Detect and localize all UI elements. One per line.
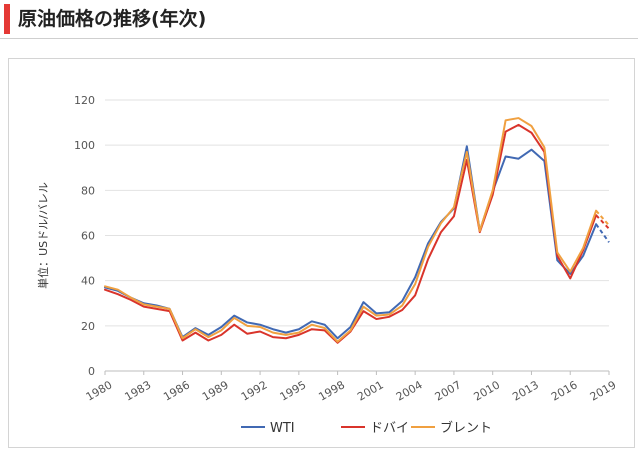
x-tick-label: 2010 <box>471 378 502 403</box>
x-tick-label: 1980 <box>84 378 115 403</box>
series-line-1 <box>104 123 598 344</box>
x-tick-label: 2019 <box>588 378 619 403</box>
heading-accent-bar <box>4 4 10 34</box>
series-line-0 <box>104 145 598 340</box>
y-axis-label: 単位：USドル/バレル <box>36 182 50 289</box>
x-tick-label: 1998 <box>316 378 347 403</box>
x-axis-tick-labels: 1980 1983 1986 1989 1992 1995 1998 2001 2004 2007… <box>84 371 619 404</box>
heading-divider <box>0 38 638 39</box>
legend-label: ブレント <box>440 420 492 436</box>
x-tick-label: 1983 <box>123 378 154 403</box>
y-tick-label: 60 <box>81 230 95 243</box>
x-tick-label: 1989 <box>200 378 231 403</box>
crude-oil-price-line-chart: 0 20 40 60 80 100 120 1980 1983 1986 1989 1992 1995… <box>36 94 619 436</box>
page-heading: 原油価格の推移(年次) <box>0 0 638 40</box>
y-tick-label: 40 <box>81 275 95 288</box>
x-tick-label: 2013 <box>510 378 541 403</box>
series-lines <box>104 117 610 344</box>
x-tick-label: 1995 <box>278 378 309 403</box>
series-forecast-line-2 <box>595 209 610 226</box>
y-axis-tick-labels: 0 20 40 60 80 100 120 <box>74 94 95 378</box>
y-tick-label: 120 <box>74 94 95 107</box>
x-tick-label: 2004 <box>394 378 425 403</box>
x-tick-label: 2007 <box>433 378 464 403</box>
grid-lines <box>105 99 609 372</box>
y-tick-label: 0 <box>88 365 95 378</box>
chart-legend: WTI ドバイ ブレント <box>241 420 492 436</box>
chart-frame: 0 20 40 60 80 100 120 1980 1983 1986 1989 1992 1995… <box>8 58 635 448</box>
y-tick-label: 80 <box>81 184 95 197</box>
series-line-2 <box>104 117 598 343</box>
y-tick-label: 100 <box>74 139 95 152</box>
page-title: 原油価格の推移(年次) <box>18 8 207 30</box>
legend-label: ドバイ <box>370 421 409 436</box>
legend-label: WTI <box>270 421 295 436</box>
x-tick-label: 1992 <box>239 378 270 403</box>
x-tick-label: 2016 <box>549 378 580 403</box>
x-tick-label: 1986 <box>161 378 192 403</box>
series-forecast-line-1 <box>595 214 610 230</box>
y-tick-label: 20 <box>81 320 95 333</box>
x-tick-label: 2001 <box>355 378 386 403</box>
series-forecast-line-0 <box>595 223 610 243</box>
